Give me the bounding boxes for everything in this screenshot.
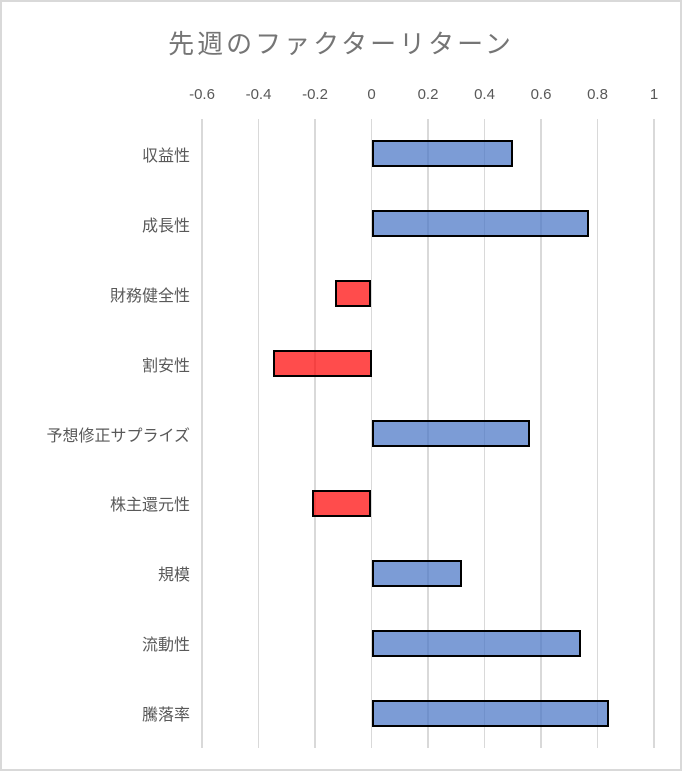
x-axis-tick-label: -0.4 (245, 86, 272, 103)
category-label-7: 流動性 (141, 637, 190, 655)
x-axis-tick-label: 0.4 (474, 86, 495, 103)
chart-title: 先週のファクターリターン (168, 29, 514, 59)
x-axis-tick-label: -0.2 (302, 86, 328, 103)
x-axis-tick-label: 0 (367, 86, 376, 103)
bar-positive-1 (371, 210, 590, 238)
category-label-3: 割安性 (141, 357, 190, 375)
category-label-4: 予想修正サプライズ (46, 427, 190, 445)
gridline-x--0.4 (257, 119, 260, 748)
x-axis-tick-label: 1 (649, 86, 659, 103)
category-label-5: 株主還元性 (109, 497, 190, 515)
gridline-x--0.2 (314, 119, 316, 748)
x-axis-tick-label: 0.8 (587, 86, 608, 103)
category-label-0: 収益性 (141, 147, 190, 165)
bar-positive-6 (371, 559, 462, 587)
bar-negative-3 (272, 350, 372, 378)
bar-negative-5 (312, 489, 372, 517)
category-label-8: 騰落率 (141, 707, 190, 725)
category-label-2: 財務健全性 (109, 287, 190, 305)
bar-positive-4 (371, 420, 530, 447)
bar-positive-0 (371, 140, 513, 168)
x-axis-tick-label: 0.2 (417, 86, 439, 103)
bar-positive-7 (371, 629, 581, 657)
gridline-x--0.6 (201, 119, 203, 748)
x-axis-tick-label: 0.6 (530, 86, 552, 103)
bar-positive-8 (371, 699, 609, 727)
bar-negative-2 (334, 280, 372, 308)
gridline-x-0.6 (540, 119, 542, 748)
category-label-6: 規模 (157, 567, 190, 585)
gridline-x-0.8 (596, 119, 599, 748)
x-axis-tick-label: -0.6 (189, 86, 215, 103)
category-label-1: 成長性 (141, 217, 190, 235)
gridline-x-1 (653, 119, 655, 748)
